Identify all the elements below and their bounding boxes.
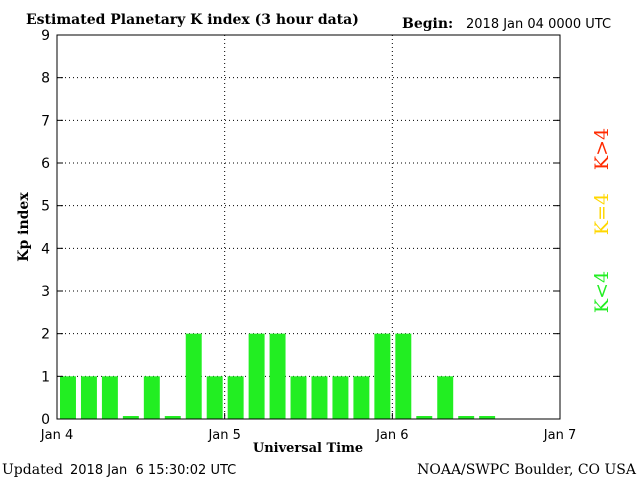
kp-bar xyxy=(143,376,160,419)
y-tick-label: 2 xyxy=(41,327,50,343)
x-axis-label: Universal Time xyxy=(253,441,363,456)
kp-bar xyxy=(101,376,118,419)
y-tick-label: 6 xyxy=(41,156,50,172)
y-tick-label: 1 xyxy=(41,369,50,385)
axis-ticks xyxy=(56,34,561,420)
kp-bar xyxy=(479,416,496,419)
begin-label: Begin: xyxy=(402,16,453,32)
kp-bar xyxy=(353,376,370,419)
kp-bar xyxy=(269,333,286,419)
legend-item: K>4 xyxy=(591,128,613,170)
x-tick-label: Jan 5 xyxy=(207,428,240,443)
y-tick-label: 4 xyxy=(41,241,50,257)
plot-frame xyxy=(56,34,561,420)
legend-item: K<4 xyxy=(591,271,613,313)
y-tick-label: 8 xyxy=(41,71,50,87)
kp-bar xyxy=(80,376,97,419)
kp-bar xyxy=(164,416,181,419)
grid xyxy=(57,35,560,419)
y-tick-labels: 0 1 2 3 4 5 6 7 8 9 xyxy=(41,28,50,428)
kp-bar xyxy=(227,376,244,419)
kp-bar xyxy=(122,416,139,419)
kp-bar xyxy=(206,376,223,419)
kp-bar xyxy=(290,376,307,419)
kp-bar xyxy=(374,333,391,419)
x-tick-label: Jan 7 xyxy=(543,428,576,443)
y-tick-label: 3 xyxy=(41,284,50,300)
updated-label: Updated xyxy=(2,462,63,478)
begin-value: 2018 Jan 04 0000 UTC xyxy=(466,17,611,32)
kp-bar xyxy=(248,333,265,419)
kp-bar xyxy=(60,376,76,419)
kp-bar xyxy=(311,376,328,419)
x-tick-label: Jan 6 xyxy=(375,428,408,443)
legend-item: K=4 xyxy=(591,193,613,235)
chart-title: Estimated Planetary K index (3 hour data… xyxy=(26,12,359,28)
kp-bar xyxy=(185,333,202,419)
kp-bar xyxy=(332,376,349,419)
x-tick-label: Jan 4 xyxy=(40,428,73,443)
y-tick-label: 5 xyxy=(41,199,50,215)
bar-series xyxy=(60,333,496,419)
kp-bar xyxy=(437,376,454,419)
updated-value: 2018 Jan 6 15:30:02 UTC xyxy=(70,463,236,478)
x-tick-labels: Jan 4 Jan 5 Jan 6 Jan 7 xyxy=(40,428,576,443)
y-tick-label: 7 xyxy=(41,113,50,129)
credit-text: NOAA/SWPC Boulder, CO USA xyxy=(417,462,637,478)
kp-bar xyxy=(395,333,412,419)
y-axis-label: Kp index xyxy=(16,192,32,262)
y-tick-label: 9 xyxy=(41,28,50,44)
kp-bar xyxy=(458,416,475,419)
legend: K>4 K=4 K<4 xyxy=(591,128,613,313)
kp-bar xyxy=(416,416,433,419)
y-tick-label: 0 xyxy=(41,412,50,428)
